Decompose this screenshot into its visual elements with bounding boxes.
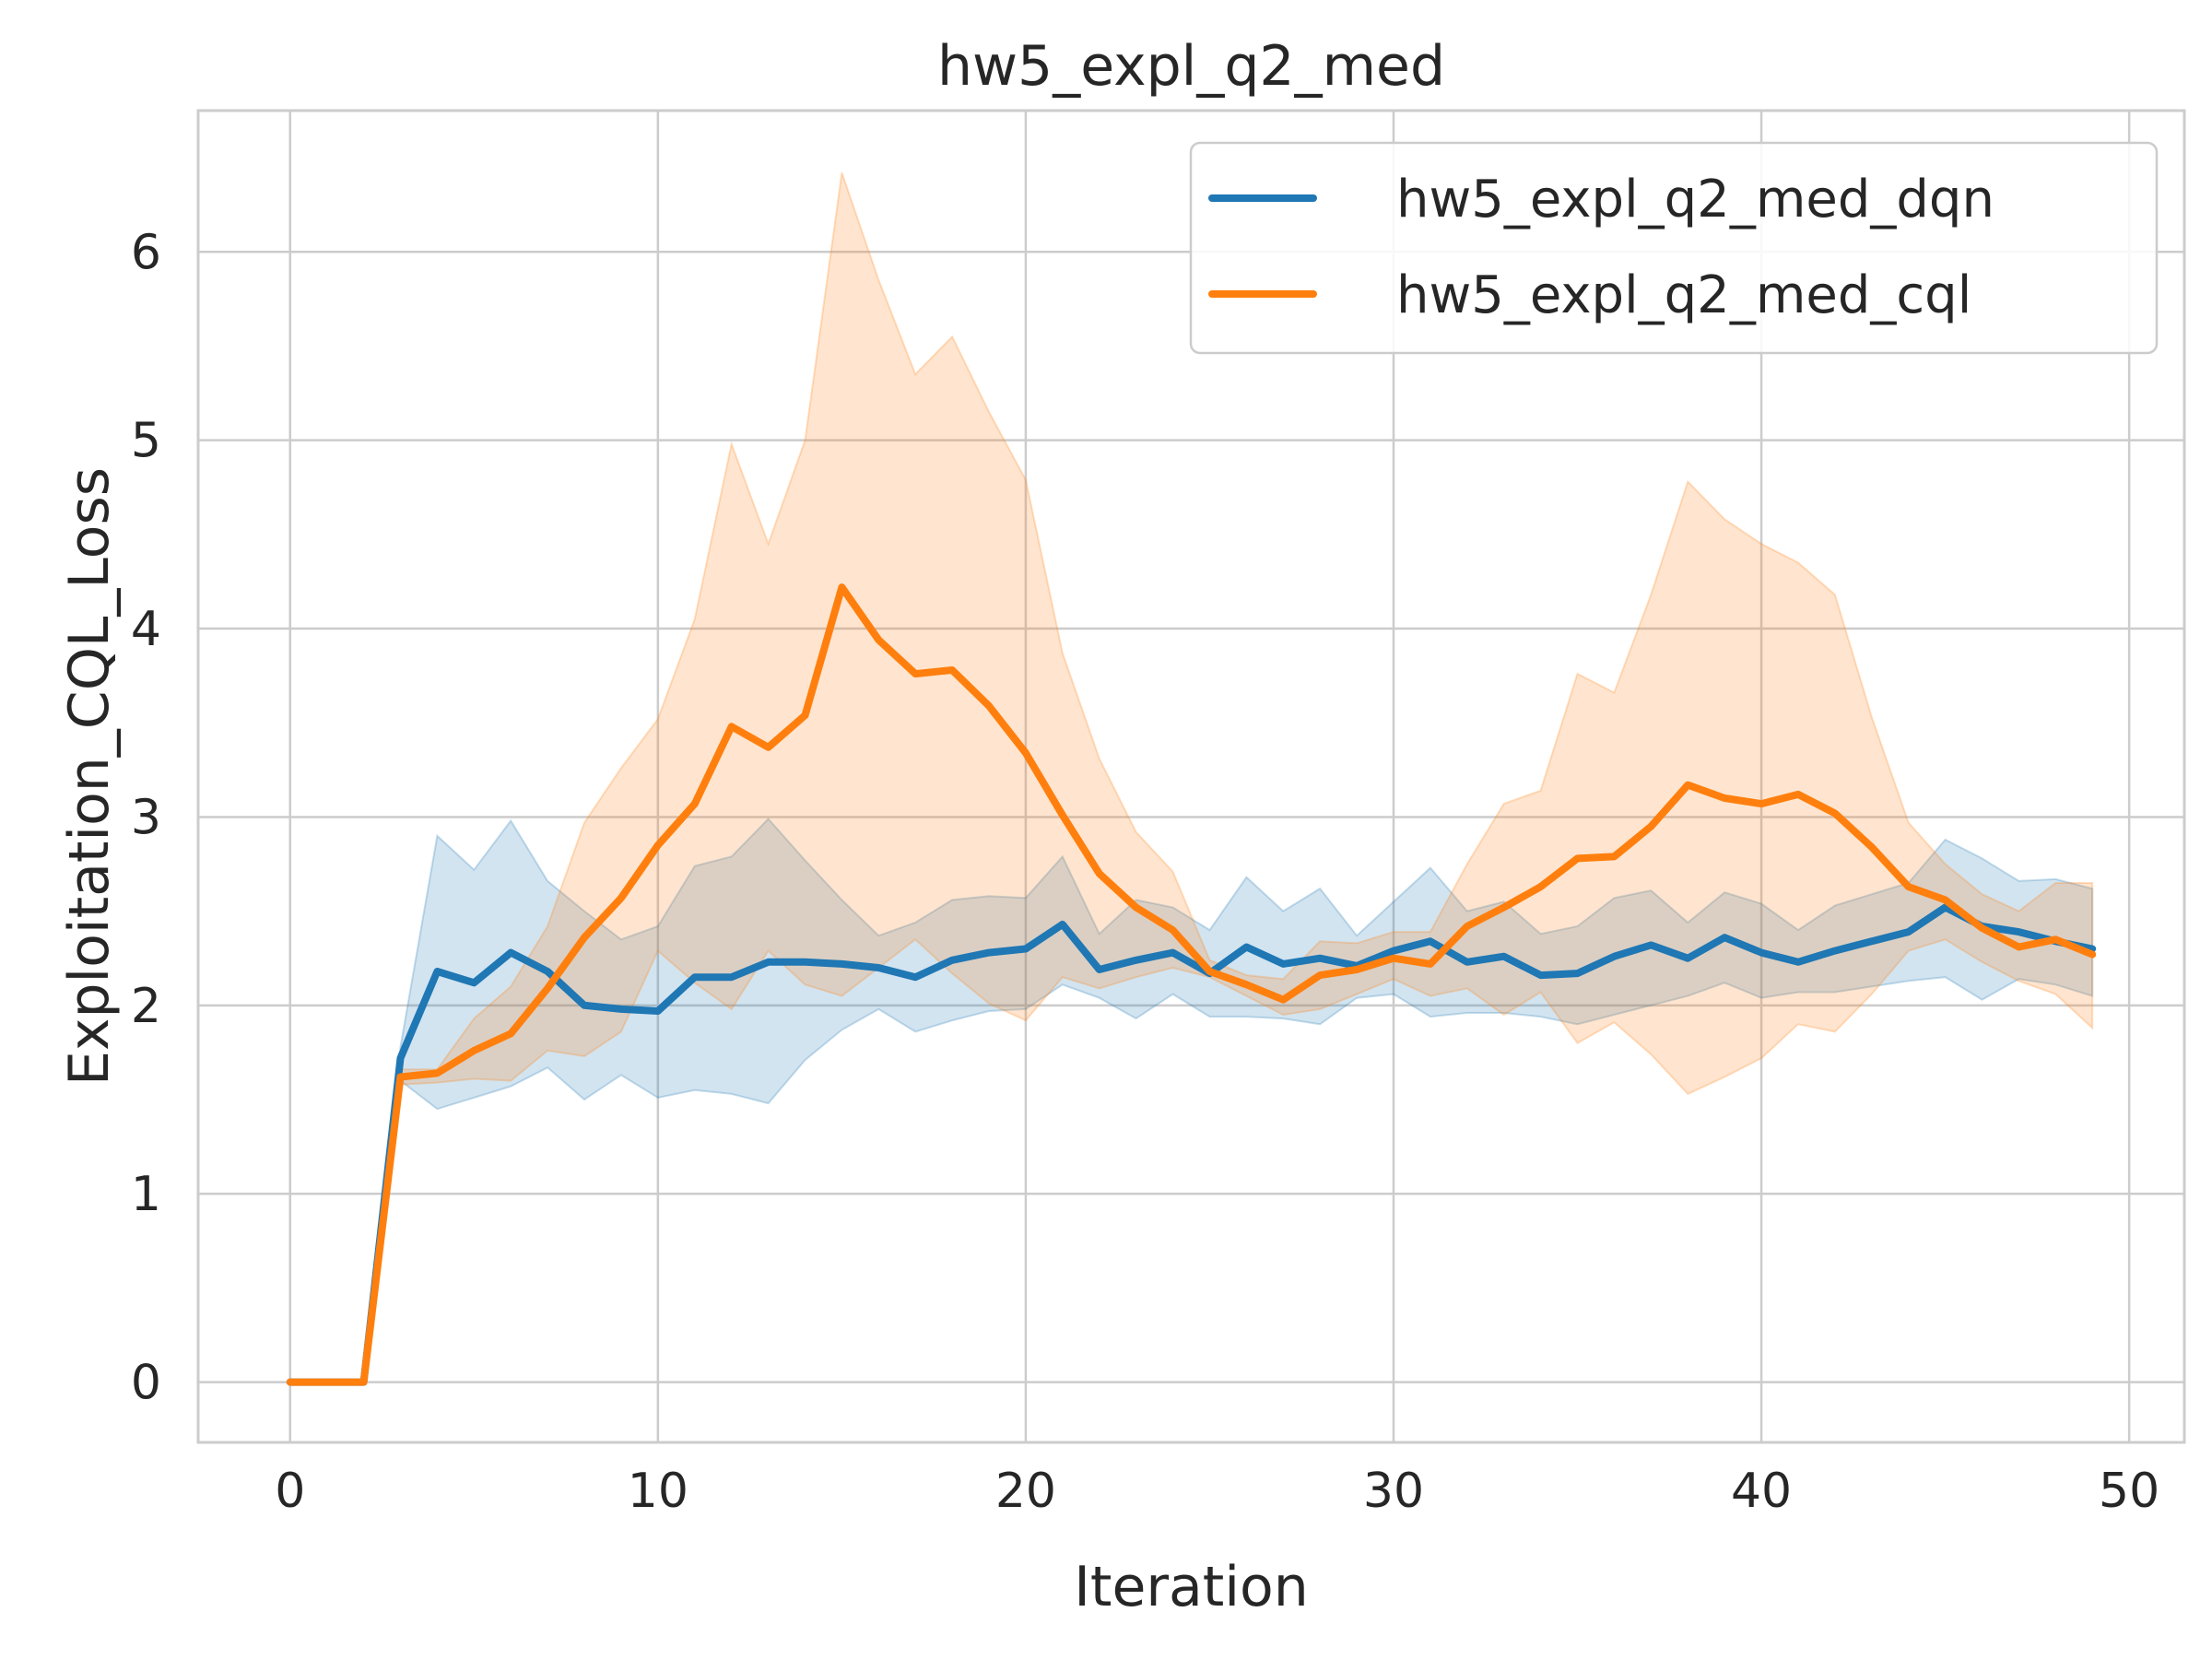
legend: hw5_expl_q2_med_dqn hw5_expl_q2_med_cql — [1189, 141, 2159, 355]
legend-label: hw5_expl_q2_med_cql — [1396, 265, 1971, 325]
chart-title: hw5_expl_q2_med — [937, 34, 1445, 99]
y-tick-label: 4 — [131, 602, 161, 657]
series-lines — [286, 583, 2097, 1386]
x-tick-label: 10 — [628, 1464, 688, 1519]
x-tick-label: 50 — [2099, 1464, 2159, 1519]
series-line-hw5_expl_q2_med_dqn — [286, 903, 2097, 1386]
legend-label: hw5_expl_q2_med_dqn — [1396, 170, 1994, 229]
y-axis-label: Exploitation_CQL_Loss — [57, 467, 122, 1086]
series-line-hw5_expl_q2_med_cql — [286, 583, 2097, 1386]
x-tick-label: 0 — [275, 1464, 305, 1519]
y-tick-label: 0 — [131, 1356, 161, 1411]
x-axis-label: Iteration — [1074, 1555, 1309, 1619]
x-axis-ticks: 0 10 20 30 40 50 — [275, 1464, 2159, 1519]
plot-frame — [196, 109, 2186, 1444]
y-tick-label: 3 — [131, 790, 161, 845]
legend-box — [1189, 141, 2159, 355]
y-tick-label: 1 — [131, 1167, 161, 1222]
confidence-band-hw5_expl_q2_med_dqn — [289, 818, 2094, 1383]
y-tick-label: 5 — [131, 414, 161, 469]
y-axis-ticks: 0 1 2 3 4 5 6 — [131, 225, 161, 1410]
x-tick-label: 20 — [995, 1464, 1056, 1519]
x-tick-label: 30 — [1363, 1464, 1424, 1519]
x-tick-label: 40 — [1731, 1464, 1792, 1519]
y-tick-label: 2 — [131, 979, 161, 1034]
y-tick-label: 6 — [131, 225, 161, 280]
